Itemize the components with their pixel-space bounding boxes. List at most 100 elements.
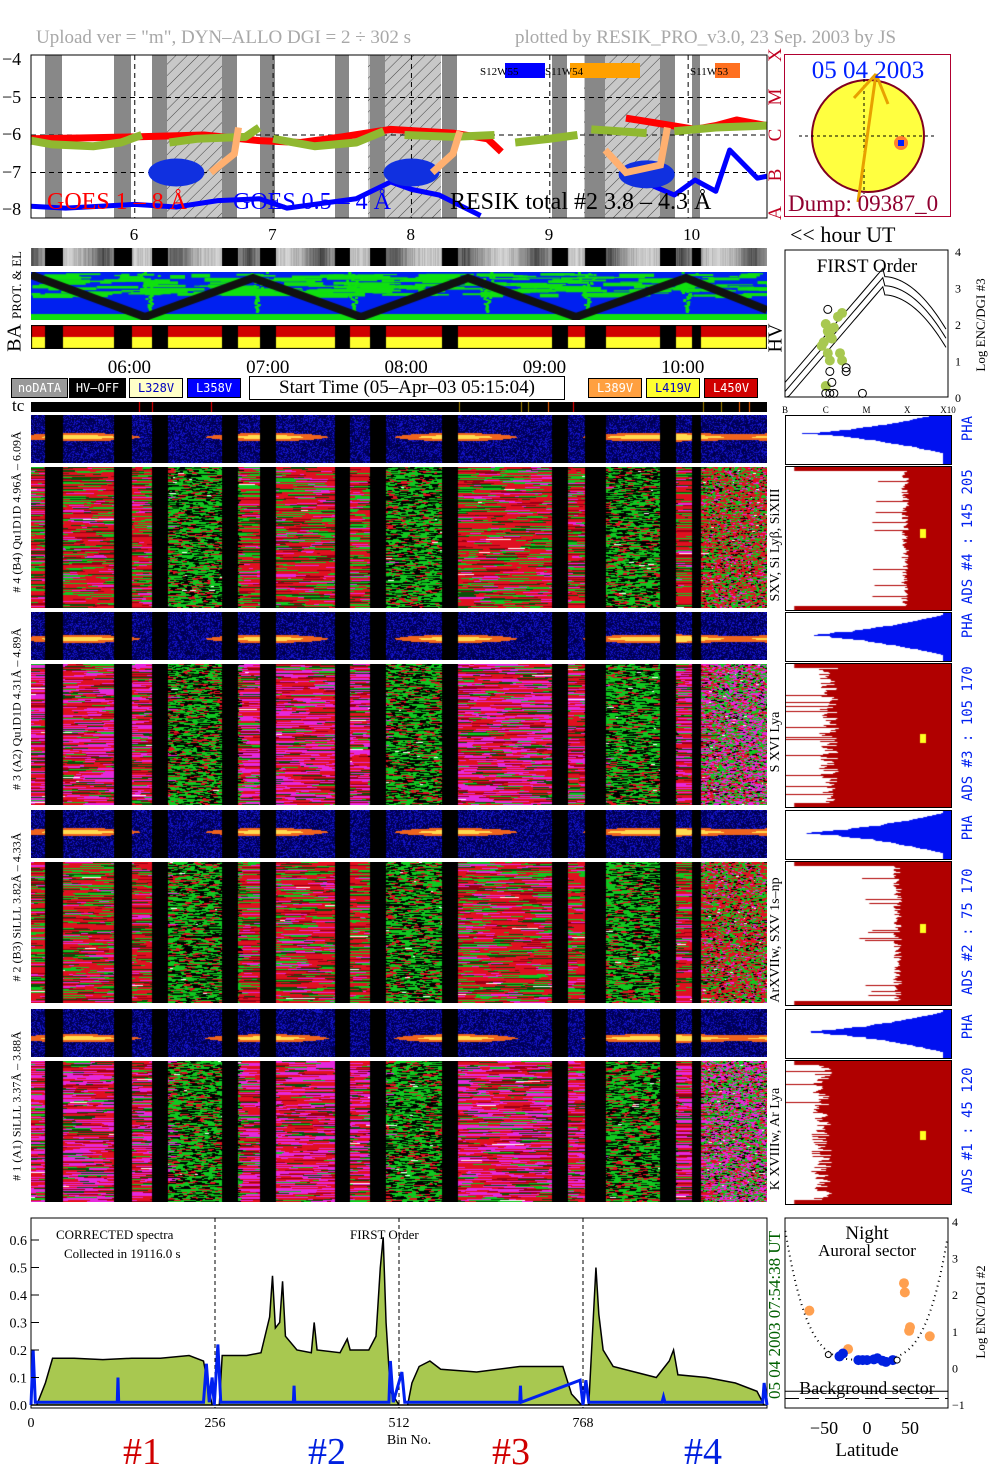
y-tick-label: 0 [952,1361,958,1375]
channel-number-label: #1 [123,1431,161,1473]
ads-label: ADS #4 : 145 205 PHA [960,416,976,604]
spectral-lines-label: ArXVIIw, SXV 1s–np [768,877,783,1003]
latitude-subtitle: Auroral sector [818,1241,916,1260]
proton-orbit-map [31,272,767,320]
x-tick-label: 512 [389,1416,410,1431]
ads-histogram [785,663,952,808]
flare-track [429,130,464,176]
time-tick-label: 06:00 [107,357,152,378]
electron-strip [31,248,767,266]
scatter-point [835,348,846,359]
region-swatch [505,63,545,78]
hour-tick-label: 10 [683,225,701,244]
scatter-point-open [893,1356,901,1364]
pha-label: PHA [960,815,976,841]
pha-label: PHA [960,1014,976,1040]
region-label: S11W54 [545,66,584,78]
channel-number-label: #3 [492,1431,530,1473]
y-tick-label: 3 [952,1252,958,1266]
scatter-point [804,1305,815,1316]
x-axis-label: Bin No. [387,1433,431,1448]
x-tick-label: B [782,405,788,414]
spectral-lines-label: S XVI Lya [768,711,783,773]
y-tick-label: 0.2 [10,1344,28,1359]
pha-label: PHA [960,612,976,639]
spectrum-annotation: FIRST Order [350,1227,419,1242]
region-label: S12W55 [480,66,519,78]
scatter-point [898,1278,909,1289]
x-tick-label: −50 [810,1418,838,1438]
hour-tick-label: 9 [544,225,554,244]
ads-range: ADS #4 : 145 205 [960,469,976,605]
time-tick-label: 08:00 [384,357,428,378]
corrected-spectrum-chart: 0.0 0.1 0.2 0.3 0.4 0.5 0.6 0 256 512 768 Bin No. CO… [10,1217,769,1473]
goes-series-line [591,125,647,138]
goes-series-line [272,127,386,151]
flare-track [602,126,671,177]
hour-ut-label: << hour UT [790,222,896,247]
active-region-core [898,140,904,146]
y-tick-label: 0.0 [10,1399,28,1414]
spectrum-subtitle: Collected in 19116.0 s [64,1246,181,1261]
night-band [260,55,275,218]
region-swatch [570,63,640,78]
x-tick-label: X [904,405,911,414]
pha-histogram [785,612,952,662]
time-tick-label: 10:00 [661,357,705,378]
flare-track [208,126,242,176]
flare-scatter [383,158,440,187]
scatter-point [818,337,829,348]
pha-histogram [785,415,952,465]
first-order-frame [784,249,949,398]
scatter-point-open [829,388,839,398]
ba-label: BA [3,324,26,352]
y-tick-label: −4 [2,49,22,69]
x-tick-label: 256 [205,1416,226,1431]
dump-label: Dump: 09387_0 [788,191,938,216]
scatter-point-open [825,388,835,398]
x-tick-label: 768 [573,1416,594,1431]
y-tick-label: 2 [955,318,961,332]
scatter-point-open [827,377,837,387]
scatter-point [826,333,837,344]
tc-strip [31,402,767,412]
pha-label: PHA [960,415,976,442]
scatter-point-open [825,366,835,376]
spectral-lines-label: SXV, Si Lyβ, SiXIII [768,488,783,602]
y-tick-label: 0 [955,391,961,405]
scatter-point [824,355,835,366]
background-spectrum-line [29,1344,769,1406]
latitude-title: Night [845,1223,889,1244]
scatter-point [904,1325,915,1336]
goes-series-line [168,124,262,147]
channel-number-label: #4 [684,1431,722,1473]
night-band [585,55,605,218]
goes-frame [30,54,768,219]
goes-series-line [673,121,768,136]
spectrum-title: CORRECTED spectra [56,1227,174,1242]
y-tick-label: 2 [952,1288,958,1302]
ads-range: ADS #2 : 75 170 [960,868,976,995]
upload-info: Upload ver = "m", DYN–ALLO DGI = 2 ÷ 302… [36,27,412,48]
region-swatch [715,63,740,78]
y-tick-label: 4 [955,245,961,259]
scatter-point-open [841,366,851,376]
legend-box-l419v: L419V [646,378,700,398]
legend-box-l389v: L389V [588,378,642,398]
channel-label: # 3 (A2) Qu1D1D 4.31Å – 4.89Å [9,628,24,790]
scatter-point [837,1348,848,1359]
y-tick-label: 1 [952,1325,958,1339]
sun-date: 05 04 2003 [812,57,925,84]
channel-label: # 4 (B4) Qu1D1D 4.96Å – 6.09Å [9,431,24,593]
ads-histogram [785,1060,952,1205]
y-tick-label: 3 [955,282,961,296]
y-tick-label: 4 [952,1215,958,1229]
scatter-point [828,322,839,333]
x-tick-label: M [862,405,870,414]
spectral-lines-label: K XVIIIw, Ar Lya [768,1087,783,1191]
x-tick-label: C [823,405,829,414]
ads-label: ADS #3 : 105 170 PHA [960,613,976,801]
plotted-by: plotted by RESIK_PRO_v3.0, 23 Sep. 2003 … [515,27,897,48]
